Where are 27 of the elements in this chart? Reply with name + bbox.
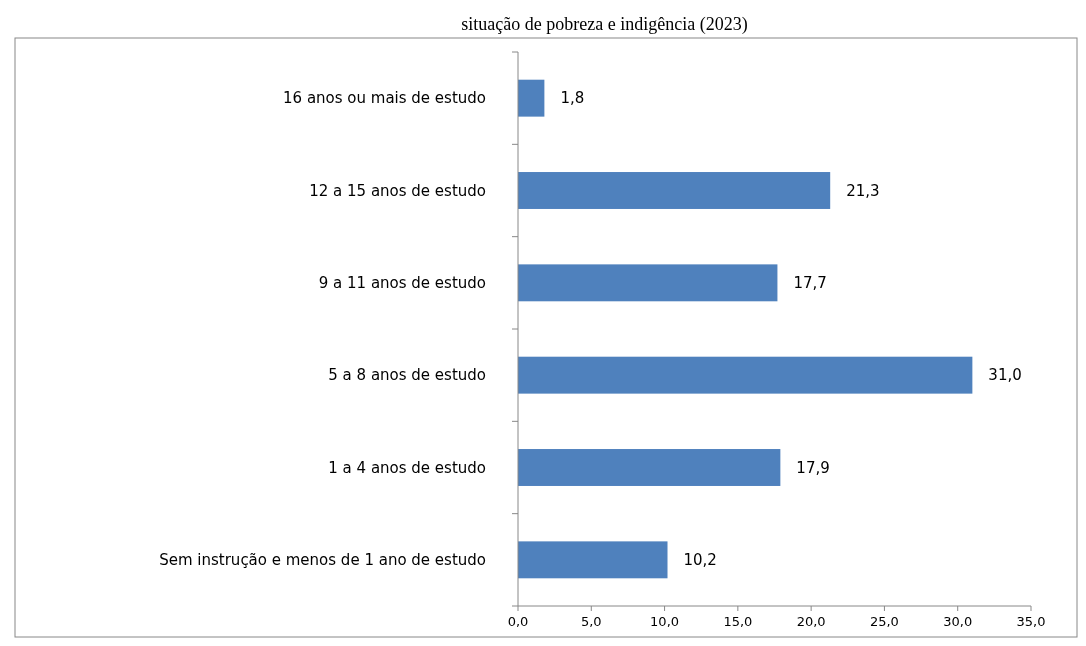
data-label: 17,9 — [796, 458, 830, 477]
y-tick-label: 5 a 8 anos de estudo — [328, 366, 486, 385]
data-label: 21,3 — [846, 181, 880, 200]
chart-title: situação de pobreza e indigência (2023) — [461, 14, 748, 35]
bar — [518, 264, 778, 302]
data-label: 17,7 — [793, 274, 827, 293]
x-tick-label: 20,0 — [796, 614, 826, 629]
y-tick-label: 12 a 15 anos de estudo — [309, 181, 486, 200]
x-tick-label: 35,0 — [1016, 614, 1046, 629]
y-tick-label: 16 anos ou mais de estudo — [283, 89, 486, 108]
x-tick-label: 30,0 — [943, 614, 973, 629]
bar — [518, 541, 668, 579]
data-label: 10,2 — [683, 551, 717, 570]
bar — [518, 356, 973, 394]
y-tick-label: Sem instrução e menos de 1 ano de estudo — [159, 551, 486, 570]
x-tick-label: 5,0 — [580, 614, 602, 629]
y-tick-label: 9 a 11 anos de estudo — [318, 274, 486, 293]
x-tick-label: 0,0 — [507, 614, 529, 629]
data-label: 1,8 — [560, 89, 585, 108]
x-tick-label: 15,0 — [723, 614, 753, 629]
x-tick-label: 10,0 — [650, 614, 680, 629]
data-label: 31,0 — [988, 366, 1022, 385]
bar — [518, 449, 781, 486]
bar — [518, 79, 545, 117]
x-tick-label: 25,0 — [869, 614, 899, 629]
bar — [518, 172, 831, 209]
y-tick-label: 1 a 4 anos de estudo — [328, 458, 486, 477]
